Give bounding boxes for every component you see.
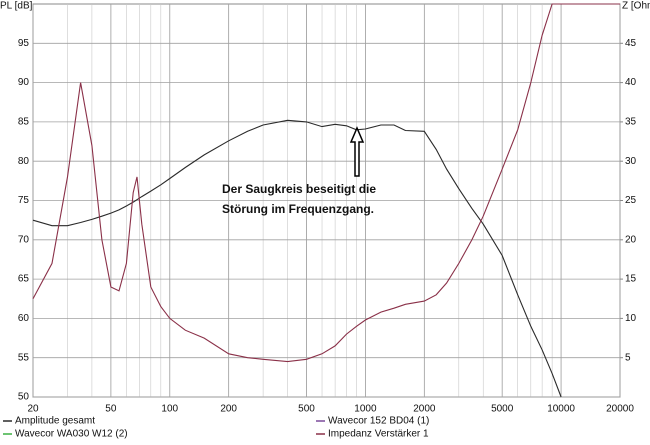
y2-tick-label: 45	[625, 38, 637, 49]
y2-tick-label: 40	[625, 77, 637, 88]
x-tick-label: 20	[27, 404, 39, 415]
y2-tick-label: 20	[625, 234, 637, 245]
x-tick-label: 500	[298, 404, 315, 415]
x-tick-label: 20000	[606, 404, 634, 415]
y-tick-label: 80	[18, 156, 30, 167]
x-tick-label: 200	[220, 404, 237, 415]
legend-label: Amplitude gesamt	[15, 416, 95, 427]
y-tick-label: 65	[18, 274, 30, 285]
y2-tick-label: 5	[625, 352, 631, 363]
x-tick-label: 10000	[547, 404, 575, 415]
annotation-arrow	[349, 126, 365, 177]
y-tick-label: 60	[18, 313, 30, 324]
y-tick-label: 85	[18, 117, 30, 128]
series-line	[32, 119, 562, 398]
x-tick-label: 50	[105, 404, 117, 415]
y2-tick-label: 15	[625, 274, 637, 285]
x-tick-label: 100	[161, 404, 178, 415]
y2-tick-label: 25	[625, 195, 637, 206]
y-tick-label: 90	[18, 77, 30, 88]
series-line	[32, 3, 620, 363]
annotation: Störung im Frequenzgang.	[222, 202, 374, 216]
y2-axis-label: Z [Ohm	[622, 1, 650, 12]
annotation: Der Saugkreis beseitigt die	[222, 182, 376, 196]
legend-label: Wavecor 152 BD04 (1)	[328, 416, 429, 427]
y-tick-label: 50	[18, 392, 30, 403]
y-tick-label: 75	[18, 195, 30, 206]
y-tick-label: 55	[18, 352, 30, 363]
y-tick-label: 70	[18, 234, 30, 245]
x-tick-label: 2000	[413, 404, 436, 415]
legend-label: Impedanz Verstärker 1	[328, 429, 429, 440]
x-tick-label: 1000	[354, 404, 377, 415]
y2-tick-label: 10	[625, 313, 637, 324]
legend-label: Wavecor WA030 W12 (2)	[15, 429, 128, 440]
y-tick-label: 95	[18, 38, 30, 49]
y2-tick-label: 30	[625, 156, 637, 167]
x-tick-label: 5000	[491, 404, 514, 415]
y2-tick-label: 35	[625, 117, 637, 128]
y-axis-label: PL [dB]	[0, 1, 33, 12]
